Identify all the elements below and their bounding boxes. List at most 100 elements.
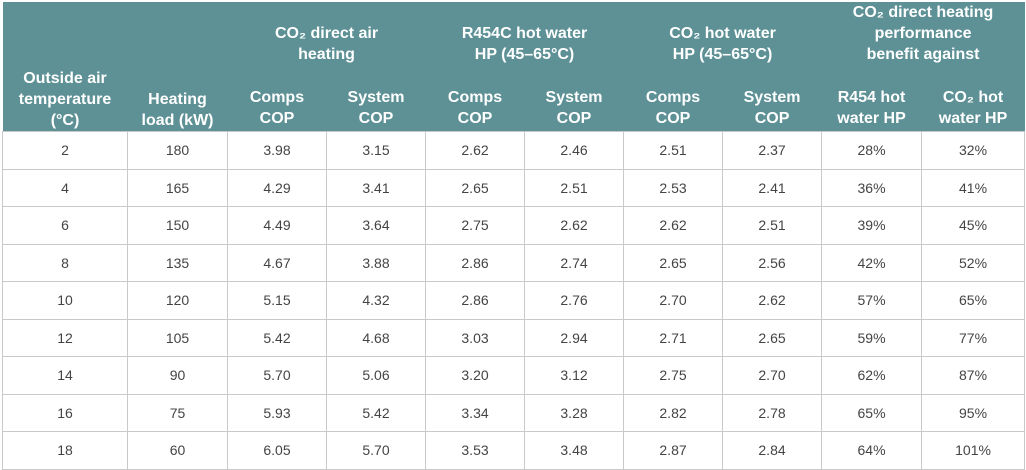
- table-cell: 10: [2, 281, 128, 320]
- table-body: 2 180 3.98 3.15 2.62 2.46 2.51 2.37 28% 32% 4 165 4…: [2, 131, 1026, 470]
- table-cell: 2.62: [623, 206, 724, 245]
- table-cell: 90: [127, 356, 228, 395]
- header-sub-r454-hot-water-hp: R454 hot water HP: [821, 67, 922, 132]
- table-cell: 4.29: [227, 168, 327, 207]
- table-cell: 39%: [821, 206, 923, 245]
- table-cell: 135: [127, 243, 228, 282]
- table-cell: 2.46: [524, 131, 625, 170]
- table-cell: 2.84: [722, 431, 823, 470]
- table-cell: 5.70: [325, 431, 427, 470]
- table-cell: 6: [2, 206, 128, 245]
- table-cell: 28%: [821, 131, 923, 170]
- table-cell: 2.41: [722, 168, 823, 207]
- table-cell: 2: [2, 131, 128, 170]
- table-row: 14 90 5.70 5.06 3.20 3.12 2.75 2.70 62% 87%: [2, 356, 1026, 395]
- table-row: 12 105 5.42 4.68 3.03 2.94 2.71 2.65 59% 77%: [2, 318, 1026, 357]
- table-cell: 2.94: [524, 318, 625, 357]
- table-cell: 87%: [921, 356, 1026, 395]
- table-cell: 3.28: [524, 393, 625, 432]
- header-heating-load: Heating load (kW): [127, 2, 228, 132]
- header-sub-comps-cop: Comps COP: [623, 67, 723, 132]
- table-cell: 2.87: [623, 431, 724, 470]
- table-cell: 165: [127, 168, 228, 207]
- table-cell: 2.65: [425, 168, 526, 207]
- table-cell: 5.70: [227, 356, 327, 395]
- header-sub-co2-hot-water-hp: CO₂ hot water HP: [921, 67, 1025, 132]
- table-cell: 6.05: [227, 431, 327, 470]
- table-cell: 3.15: [325, 131, 427, 170]
- table-cell: 36%: [821, 168, 923, 207]
- table-cell: 77%: [921, 318, 1026, 357]
- table-cell: 62%: [821, 356, 923, 395]
- table-cell: 3.20: [425, 356, 526, 395]
- table-cell: 4.49: [227, 206, 327, 245]
- table-row: 8 135 4.67 3.88 2.86 2.74 2.65 2.56 42% 52%: [2, 243, 1026, 282]
- header-sub-comps-cop: Comps COP: [227, 67, 327, 132]
- table-cell: 2.51: [722, 206, 823, 245]
- table-cell: 2.86: [425, 243, 526, 282]
- table-cell: 14: [2, 356, 128, 395]
- table-row: 4 165 4.29 3.41 2.65 2.51 2.53 2.41 36% 41%: [2, 168, 1026, 207]
- table-cell: 16: [2, 393, 128, 432]
- table-row: 2 180 3.98 3.15 2.62 2.46 2.51 2.37 28% 32%: [2, 131, 1026, 170]
- header-sub-system-cop: System COP: [326, 67, 426, 132]
- table-cell: 2.51: [524, 168, 625, 207]
- table-row: 16 75 5.93 5.42 3.34 3.28 2.82 2.78 65% 95%: [2, 393, 1026, 432]
- table-cell: 3.64: [325, 206, 427, 245]
- table-cell: 32%: [921, 131, 1026, 170]
- table-cell: 3.34: [425, 393, 526, 432]
- table-header: Outside air temperature (°C) Heating loa…: [2, 2, 1025, 132]
- table-cell: 2.62: [524, 206, 625, 245]
- header-group-co2-direct-heating-benefit: CO₂ direct heating performance benefit a…: [821, 2, 1025, 67]
- table-cell: 52%: [921, 243, 1026, 282]
- table-cell: 42%: [821, 243, 923, 282]
- table-cell: 60: [127, 431, 228, 470]
- table-cell: 2.65: [623, 243, 724, 282]
- table-cell: 57%: [821, 281, 923, 320]
- table-cell: 2.37: [722, 131, 823, 170]
- table-cell: 2.62: [722, 281, 823, 320]
- table-cell: 5.42: [325, 393, 427, 432]
- header-sub-system-cop: System COP: [524, 67, 624, 132]
- table-cell: 65%: [821, 393, 923, 432]
- table-cell: 5.06: [325, 356, 427, 395]
- table-cell: 5.93: [227, 393, 327, 432]
- table-cell: 4: [2, 168, 128, 207]
- table-cell: 2.70: [722, 356, 823, 395]
- table-cell: 105: [127, 318, 228, 357]
- table-cell: 75: [127, 393, 228, 432]
- table-row: 10 120 5.15 4.32 2.86 2.76 2.70 2.62 57% 65%: [2, 281, 1026, 320]
- header-sub-comps-cop: Comps COP: [425, 67, 525, 132]
- table-cell: 5.15: [227, 281, 327, 320]
- table-cell: 2.71: [623, 318, 724, 357]
- table-cell: 3.98: [227, 131, 327, 170]
- table-cell: 101%: [921, 431, 1026, 470]
- table-cell: 2.82: [623, 393, 724, 432]
- table-cell: 2.86: [425, 281, 526, 320]
- table-cell: 2.51: [623, 131, 724, 170]
- table-cell: 3.41: [325, 168, 427, 207]
- table-cell: 5.42: [227, 318, 327, 357]
- table-cell: 120: [127, 281, 228, 320]
- table-cell: 2.70: [623, 281, 724, 320]
- table-cell: 45%: [921, 206, 1026, 245]
- table-cell: 2.75: [425, 206, 526, 245]
- header-sub-system-cop: System COP: [722, 67, 822, 132]
- table-cell: 3.48: [524, 431, 625, 470]
- table-cell: 59%: [821, 318, 923, 357]
- table-row: 6 150 4.49 3.64 2.75 2.62 2.62 2.51 39% 45%: [2, 206, 1026, 245]
- header-group-co2-direct-air-heating: CO₂ direct air heating: [227, 2, 426, 67]
- header-outside-air-temperature: Outside air temperature (°C): [2, 2, 128, 132]
- table-cell: 2.74: [524, 243, 625, 282]
- table-cell: 64%: [821, 431, 923, 470]
- table-cell: 150: [127, 206, 228, 245]
- table-row: 18 60 6.05 5.70 3.53 3.48 2.87 2.84 64% 101%: [2, 431, 1026, 470]
- header-group-co2-hot-water-hp: CO₂ hot water HP (45–65°C): [623, 2, 822, 67]
- table-cell: 2.56: [722, 243, 823, 282]
- table-cell: 18: [2, 431, 128, 470]
- table-cell: 2.53: [623, 168, 724, 207]
- table-cell: 180: [127, 131, 228, 170]
- table-cell: 12: [2, 318, 128, 357]
- table-cell: 4.68: [325, 318, 427, 357]
